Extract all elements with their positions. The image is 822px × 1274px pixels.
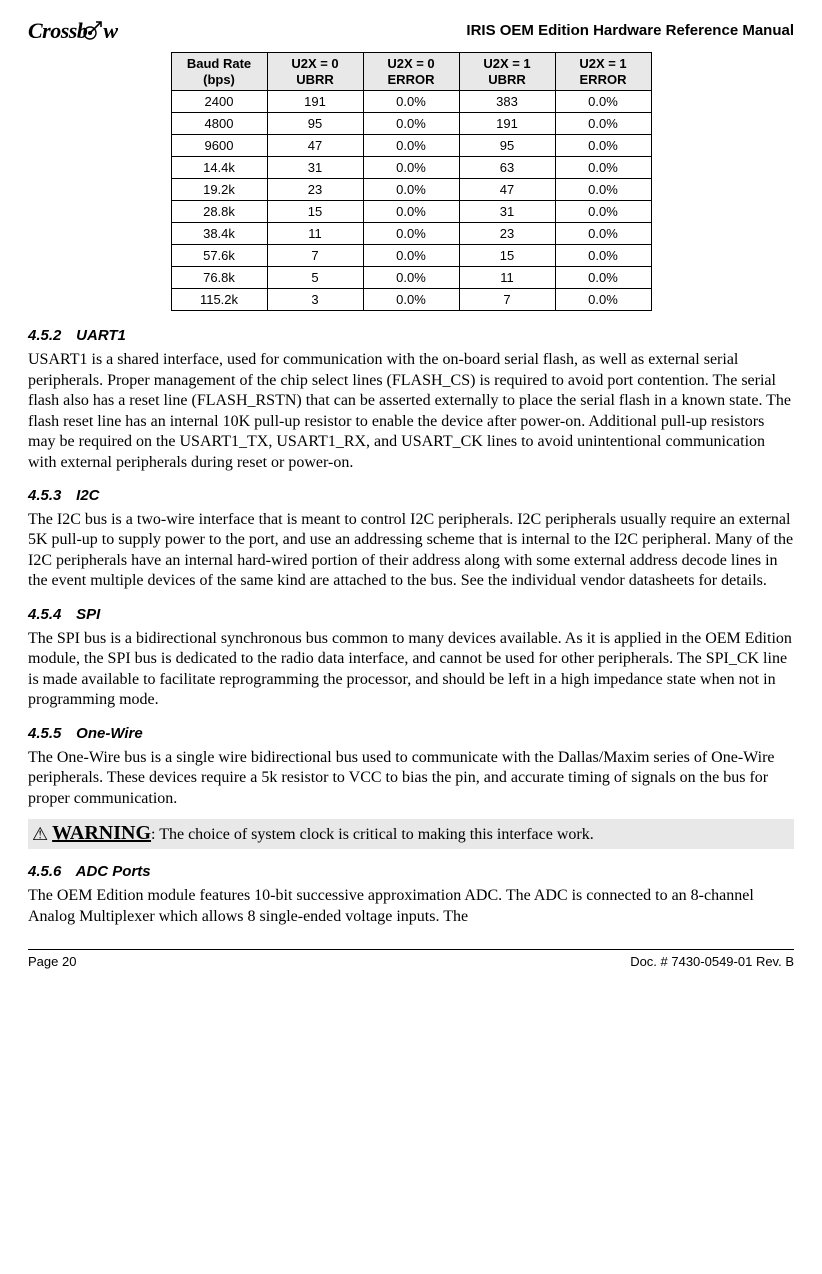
- table-cell: 19.2k: [171, 179, 267, 201]
- table-row: 4800950.0%1910.0%: [171, 113, 651, 135]
- para-i2c: The I2C bus is a two-wire interface that…: [28, 510, 794, 592]
- table-row: 28.8k150.0%310.0%: [171, 201, 651, 223]
- table-cell: 383: [459, 91, 555, 113]
- table-cell: 191: [267, 91, 363, 113]
- table-cell: 3: [267, 289, 363, 311]
- col-u2x0-err: U2X = 0ERROR: [363, 53, 459, 91]
- logo-text-b: w: [103, 18, 117, 43]
- table-row: 76.8k50.0%110.0%: [171, 267, 651, 289]
- table-cell: 23: [459, 223, 555, 245]
- para-uart1: USART1 is a shared interface, used for c…: [28, 350, 794, 473]
- table-cell: 0.0%: [555, 157, 651, 179]
- table-cell: 0.0%: [555, 289, 651, 311]
- table-cell: 23: [267, 179, 363, 201]
- page-header: Crossb w IRIS OEM Edition Hardware Refer…: [28, 18, 794, 44]
- table-header-row: Baud Rate(bps) U2X = 0UBRR U2X = 0ERROR …: [171, 53, 651, 91]
- table-cell: 15: [267, 201, 363, 223]
- col-u2x1-err: U2X = 1ERROR: [555, 53, 651, 91]
- table-cell: 115.2k: [171, 289, 267, 311]
- table-cell: 0.0%: [555, 201, 651, 223]
- table-cell: 0.0%: [363, 91, 459, 113]
- doc-title: IRIS OEM Edition Hardware Reference Manu…: [466, 22, 794, 39]
- heading-uart1: 4.5.2 UART1: [28, 327, 794, 344]
- table-cell: 0.0%: [555, 113, 651, 135]
- table-cell: 0.0%: [363, 245, 459, 267]
- table-cell: 38.4k: [171, 223, 267, 245]
- footer-page: Page 20: [28, 954, 76, 969]
- warning-box: ⚠ WARNING: The choice of system clock is…: [28, 819, 794, 849]
- table-cell: 57.6k: [171, 245, 267, 267]
- table-cell: 7: [267, 245, 363, 267]
- logo: Crossb w: [28, 18, 118, 44]
- table-row: 57.6k70.0%150.0%: [171, 245, 651, 267]
- table-cell: 0.0%: [363, 201, 459, 223]
- table-cell: 0.0%: [555, 135, 651, 157]
- table-cell: 0.0%: [555, 245, 651, 267]
- table-row: 9600470.0%950.0%: [171, 135, 651, 157]
- table-cell: 0.0%: [363, 179, 459, 201]
- table-cell: 28.8k: [171, 201, 267, 223]
- table-cell: 4800: [171, 113, 267, 135]
- table-cell: 31: [267, 157, 363, 179]
- table-cell: 191: [459, 113, 555, 135]
- table-cell: 2400: [171, 91, 267, 113]
- heading-onewire: 4.5.5 One-Wire: [28, 725, 794, 742]
- table-row: 38.4k110.0%230.0%: [171, 223, 651, 245]
- table-cell: 0.0%: [363, 223, 459, 245]
- warning-text: : The choice of system clock is critical…: [151, 826, 594, 843]
- table-cell: 9600: [171, 135, 267, 157]
- logo-text-a: Crossb: [28, 18, 87, 43]
- baud-rate-table: Baud Rate(bps) U2X = 0UBRR U2X = 0ERROR …: [171, 52, 652, 311]
- col-baud: Baud Rate(bps): [171, 53, 267, 91]
- table-cell: 14.4k: [171, 157, 267, 179]
- para-adc: The OEM Edition module features 10-bit s…: [28, 886, 794, 927]
- table-cell: 11: [267, 223, 363, 245]
- heading-i2c: 4.5.3 I2C: [28, 487, 794, 504]
- table-row: 19.2k230.0%470.0%: [171, 179, 651, 201]
- table-cell: 47: [267, 135, 363, 157]
- table-cell: 5: [267, 267, 363, 289]
- table-cell: 0.0%: [363, 135, 459, 157]
- footer-doc: Doc. # 7430-0549-01 Rev. B: [630, 954, 794, 969]
- footer-rule: [28, 949, 794, 950]
- table-row: 14.4k310.0%630.0%: [171, 157, 651, 179]
- table-cell: 95: [459, 135, 555, 157]
- heading-spi: 4.5.4 SPI: [28, 606, 794, 623]
- warning-icon: ⚠: [32, 824, 48, 845]
- table-cell: 0.0%: [555, 267, 651, 289]
- table-cell: 0.0%: [555, 91, 651, 113]
- table-cell: 0.0%: [363, 267, 459, 289]
- para-onewire: The One-Wire bus is a single wire bidire…: [28, 748, 794, 809]
- table-cell: 63: [459, 157, 555, 179]
- warning-label: WARNING: [52, 822, 151, 844]
- table-row: 115.2k30.0%70.0%: [171, 289, 651, 311]
- table-cell: 0.0%: [363, 157, 459, 179]
- page-footer: Page 20 Doc. # 7430-0549-01 Rev. B: [28, 954, 794, 969]
- table-cell: 47: [459, 179, 555, 201]
- table-cell: 15: [459, 245, 555, 267]
- table-cell: 0.0%: [555, 223, 651, 245]
- col-u2x0-ubrr: U2X = 0UBRR: [267, 53, 363, 91]
- table-cell: 0.0%: [363, 289, 459, 311]
- table-cell: 76.8k: [171, 267, 267, 289]
- table-cell: 0.0%: [363, 113, 459, 135]
- table-cell: 95: [267, 113, 363, 135]
- table-cell: 31: [459, 201, 555, 223]
- table-row: 24001910.0%3830.0%: [171, 91, 651, 113]
- heading-adc: 4.5.6 ADC Ports: [28, 863, 794, 880]
- col-u2x1-ubrr: U2X = 1UBRR: [459, 53, 555, 91]
- table-cell: 11: [459, 267, 555, 289]
- para-spi: The SPI bus is a bidirectional synchrono…: [28, 629, 794, 711]
- table-cell: 0.0%: [555, 179, 651, 201]
- table-cell: 7: [459, 289, 555, 311]
- logo-arrow-icon: [81, 20, 103, 42]
